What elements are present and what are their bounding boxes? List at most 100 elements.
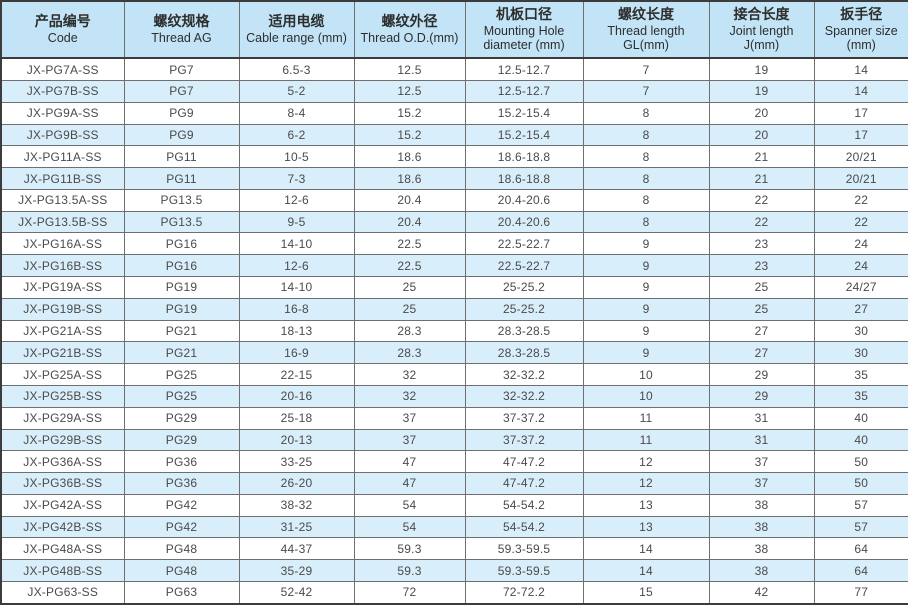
column-header-zh: 接合长度 xyxy=(733,6,790,22)
cell: 64 xyxy=(813,559,908,582)
cell: 22 xyxy=(708,188,815,212)
cell: 30 xyxy=(813,341,908,365)
cell: 28.3-28.5 xyxy=(464,341,584,365)
cell: 16-8 xyxy=(238,297,355,321)
cell: PG21 xyxy=(123,341,240,365)
cell: 24 xyxy=(813,254,908,278)
cell: 9-5 xyxy=(238,210,355,234)
cell: 22 xyxy=(813,210,908,234)
cell: 28.3 xyxy=(353,319,466,343)
cell: 35 xyxy=(813,384,908,408)
cell: 31 xyxy=(708,428,815,452)
table-row: JX-PG13.5A-SS PG13.5 12-6 20.4 20.4-20.6 8 22 2… xyxy=(0,188,908,212)
cell: JX-PG16A-SS xyxy=(0,232,125,256)
cell: 7 xyxy=(582,80,710,103)
cell: PG42 xyxy=(123,493,240,517)
cell: 18.6-18.8 xyxy=(464,167,584,190)
cell: 16-9 xyxy=(238,341,355,365)
table-row: JX-PG7B-SS PG7 5-2 12.5 12.5-12.7 7 19 14 xyxy=(0,80,908,103)
column-header-spanner-size: 扳手径 Spanner size (mm) xyxy=(813,0,908,59)
column-header-joint-length: 接合长度 Joint length J(mm) xyxy=(708,0,815,59)
cell: 11 xyxy=(582,406,710,430)
cell: JX-PG11A-SS xyxy=(0,145,125,169)
cell: 20.4-20.6 xyxy=(464,210,584,234)
cell: 27 xyxy=(708,319,815,343)
cell: 47-47.2 xyxy=(464,472,584,495)
cell: PG7 xyxy=(123,57,240,81)
column-header-thread-od: 螺纹外径 Thread O.D.(mm) xyxy=(353,0,466,59)
cell: JX-PG13.5A-SS xyxy=(0,188,125,212)
cell: 6-2 xyxy=(238,123,355,147)
column-header-en: Thread length GL(mm) xyxy=(607,23,685,53)
cell: JX-PG29B-SS xyxy=(0,428,125,452)
column-header-code: 产品编号 Code xyxy=(0,0,125,59)
cell: 47 xyxy=(353,472,466,495)
cell: PG36 xyxy=(123,450,240,474)
cell: 54 xyxy=(353,493,466,517)
table-row: JX-PG9A-SS PG9 8-4 15.2 15.2-15.4 8 20 17 xyxy=(0,101,908,125)
cell: 12.5 xyxy=(353,57,466,81)
cell: 12 xyxy=(582,450,710,474)
cell: 35 xyxy=(813,363,908,386)
cell: 20/21 xyxy=(813,167,908,190)
cell: 38 xyxy=(708,537,815,561)
cell: JX-PG42A-SS xyxy=(0,493,125,517)
cell: JX-PG36A-SS xyxy=(0,450,125,474)
cell: 8-4 xyxy=(238,101,355,125)
cell: JX-PG25B-SS xyxy=(0,384,125,408)
cell: 72-72.2 xyxy=(464,580,584,605)
cell: 10 xyxy=(582,384,710,408)
column-header-zh: 螺纹外径 xyxy=(381,13,438,30)
cell: PG16 xyxy=(123,254,240,278)
column-header-zh: 适用电缆 xyxy=(268,13,325,30)
cell: 9 xyxy=(582,232,710,256)
column-header-en: Joint length J(mm) xyxy=(729,23,794,53)
cell: 9 xyxy=(582,341,710,365)
column-header-thread-ag: 螺纹规格 Thread AG xyxy=(123,0,240,59)
cell: JX-PG29A-SS xyxy=(0,406,125,430)
cell: 7 xyxy=(582,57,710,81)
cell: JX-PG11B-SS xyxy=(0,167,125,190)
cell: 15.2-15.4 xyxy=(464,123,584,147)
cell: 14-10 xyxy=(238,232,355,256)
cell: 12 xyxy=(582,472,710,495)
cell: 38 xyxy=(708,559,815,582)
cell: 59.3 xyxy=(353,559,466,582)
cell: 52-42 xyxy=(238,580,355,605)
cell: 32 xyxy=(353,363,466,386)
cell: 17 xyxy=(813,123,908,147)
cell: 22-15 xyxy=(238,363,355,386)
cell: 14 xyxy=(582,559,710,582)
cell: JX-PG19B-SS xyxy=(0,297,125,321)
header-row: 产品编号 Code 螺纹规格 Thread AG 适用电缆 Cable rang… xyxy=(0,0,908,59)
cell: 44-37 xyxy=(238,537,355,561)
cell: 21 xyxy=(708,167,815,190)
cell: 59.3-59.5 xyxy=(464,559,584,582)
cell: JX-PG13.5B-SS xyxy=(0,210,125,234)
cell: 47-47.2 xyxy=(464,450,584,474)
cell: 37 xyxy=(353,428,466,452)
cell: 8 xyxy=(582,167,710,190)
cell: 14 xyxy=(813,57,908,81)
cell: 40 xyxy=(813,406,908,430)
cell: 29 xyxy=(708,384,815,408)
cell: PG13.5 xyxy=(123,188,240,212)
cell: 20.4 xyxy=(353,188,466,212)
cell: 7-3 xyxy=(238,167,355,190)
table-row: JX-PG9B-SS PG9 6-2 15.2 15.2-15.4 8 20 17 xyxy=(0,123,908,147)
cell: 20-13 xyxy=(238,428,355,452)
table-row: JX-PG21A-SS PG21 18-13 28.3 28.3-28.5 9 27 30 xyxy=(0,319,908,343)
cell: 22.5 xyxy=(353,254,466,278)
table-row: JX-PG36A-SS PG36 33-25 47 47-47.2 12 37 50 xyxy=(0,450,908,474)
column-header-zh: 螺纹规格 xyxy=(153,13,210,30)
cell: 12-6 xyxy=(238,254,355,278)
cell: 20 xyxy=(708,123,815,147)
cell: 22 xyxy=(708,210,815,234)
table-row: JX-PG11B-SS PG11 7-3 18.6 18.6-18.8 8 21 20/21 xyxy=(0,167,908,190)
cell: 12.5 xyxy=(353,80,466,103)
cell: 17 xyxy=(813,101,908,125)
cell: 59.3 xyxy=(353,537,466,561)
cell: 15.2-15.4 xyxy=(464,101,584,125)
cell: 38 xyxy=(708,515,815,539)
